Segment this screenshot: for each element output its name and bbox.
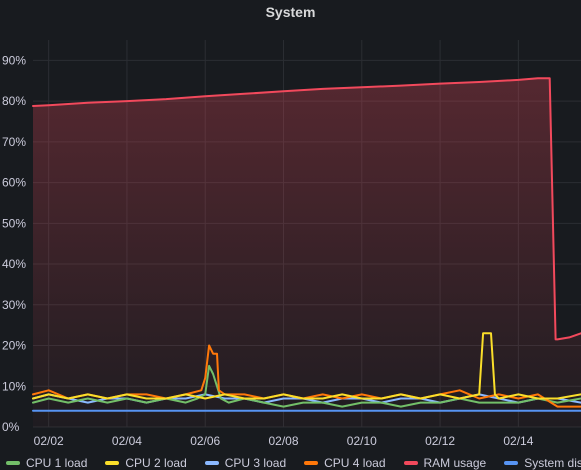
legend-label: CPU 2 load (125, 456, 187, 470)
y-tick-label: 30% (2, 298, 26, 312)
legend-swatch (504, 461, 519, 465)
legend-swatch (403, 461, 418, 465)
x-tick-label: 02/10 (347, 434, 377, 448)
y-tick-label: 50% (2, 216, 26, 230)
ram-usage-line (32, 77, 581, 341)
panel-title: System (265, 4, 316, 20)
x-axis: 02/02 02/04 02/06 02/08 02/10 02/12 02/14 (34, 434, 534, 448)
legend-swatch (204, 461, 219, 465)
ram-usage-area (33, 78, 581, 428)
legend-label: CPU 1 load (26, 456, 88, 470)
legend-item-cpu-3-load[interactable]: CPU 3 load (204, 456, 287, 470)
legend-item-cpu-1-load[interactable]: CPU 1 load (6, 456, 87, 470)
legend-item-cpu-2-load[interactable]: CPU 2 load (105, 456, 187, 470)
cpu-4-load-line (32, 344, 581, 408)
y-tick-label: 40% (2, 257, 26, 271)
x-tick-label: 02/12 (425, 434, 455, 448)
y-axis: 0% 10% 20% 30% 40% 50% 60% 70% 80% 90% (2, 53, 26, 434)
legend-label: RAM usage (423, 456, 487, 470)
cpu-1-load-line (32, 364, 581, 408)
cpu-2-load-line (32, 332, 581, 400)
x-tick-label: 02/08 (268, 434, 298, 448)
y-tick-label: 10% (2, 379, 26, 393)
y-tick-label: 90% (2, 53, 26, 67)
legend-item-cpu-4-load[interactable]: CPU 4 load (304, 456, 386, 470)
legend-swatch (304, 461, 319, 465)
legend-label: CPU 4 load (324, 456, 386, 470)
legend-swatch (6, 461, 20, 465)
y-tick-label: 70% (2, 135, 26, 149)
y-tick-label: 80% (2, 94, 26, 108)
y-tick-label: 60% (2, 176, 26, 190)
legend-label: System disk (524, 456, 581, 470)
x-tick-label: 02/06 (190, 434, 220, 448)
legend-item-system-disk[interactable]: System disk (504, 456, 581, 470)
y-tick-label: 20% (2, 339, 26, 353)
legend-item-ram-usage[interactable]: RAM usage (403, 456, 487, 470)
x-tick-label: 02/14 (503, 434, 533, 448)
x-tick-label: 02/04 (112, 434, 142, 448)
legend-label: CPU 3 load (224, 456, 287, 470)
x-tick-label: 02/02 (34, 434, 64, 448)
legend-swatch (105, 461, 120, 465)
series-lines (32, 77, 581, 428)
chart-area: 0% 10% 20% 30% 40% 50% 60% 70% 80% 90% 02/02 02/04… (2, 40, 581, 448)
y-tick-label: 0% (2, 420, 20, 434)
legend: CPU 1 load CPU 2 load CPU 3 load CPU 4 load… (6, 456, 581, 470)
